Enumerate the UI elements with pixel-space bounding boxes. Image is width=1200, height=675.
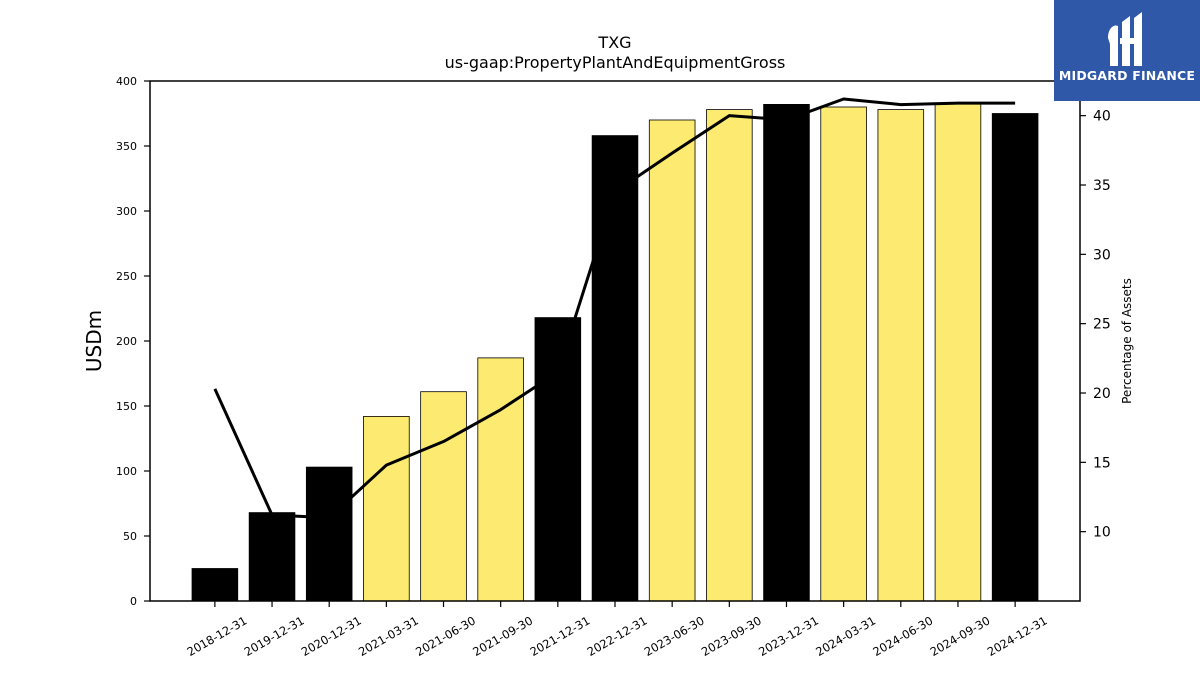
x-tick-label: 2021-12-31: [527, 613, 592, 659]
bar-2024-03-31: [820, 106, 867, 602]
x-tick-label: 2020-12-31: [299, 613, 364, 659]
x-tick-label: 2024-03-31: [813, 613, 878, 659]
y-tick-label: 100: [116, 465, 137, 478]
bar-2021-09-30: [477, 357, 524, 602]
y-tick-label: 200: [116, 335, 137, 348]
y-tick-label: 400: [116, 75, 137, 88]
bar-2024-09-30: [934, 102, 982, 602]
y-tick-label: 300: [116, 205, 137, 218]
line-series: [213, 97, 1016, 520]
x-tick-label: 2019-12-31: [242, 613, 307, 659]
bar-2024-12-31: [991, 113, 1039, 602]
chart-subtitle: us-gaap:PropertyPlantAndEquipmentGross: [445, 53, 786, 72]
bar-2021-03-31: [363, 415, 410, 602]
bar-2023-06-30: [648, 119, 696, 602]
bar-2023-09-30: [706, 109, 753, 602]
bar-2019-12-31: [248, 512, 296, 602]
midgard-finance-logo: MIDGARD FINANCE: [1054, 0, 1200, 101]
y2-tick-label: 15: [1093, 455, 1111, 471]
y-tick-label: 250: [116, 270, 137, 283]
x-tick-label: 2023-12-31: [756, 613, 821, 659]
y2-tick-label: 30: [1093, 247, 1111, 263]
y-axis-label: USDm: [82, 310, 106, 372]
y2-axis-label: Percentage of Assets: [1120, 278, 1134, 404]
x-tick-label: 2023-06-30: [642, 613, 707, 659]
bar-2022-12-31: [591, 135, 639, 602]
bar-2020-12-31: [305, 466, 353, 602]
x-tick-label: 2021-03-31: [356, 613, 421, 659]
x-tick-label: 2024-09-30: [928, 613, 993, 659]
y-tick-label: 0: [130, 595, 137, 608]
x-tick-label: 2023-09-30: [699, 613, 764, 659]
x-tick-label: 2021-06-30: [413, 613, 478, 659]
chart-title: TXG: [597, 33, 631, 52]
y-tick-label: 50: [123, 530, 137, 543]
y2-tick-label: 40: [1093, 109, 1111, 125]
bar-2021-12-31: [534, 317, 582, 602]
y2-tick-label: 10: [1093, 525, 1111, 541]
x-tick-label: 2022-12-31: [585, 613, 650, 659]
y2-tick-label: 25: [1093, 317, 1111, 333]
bar-2018-12-31: [191, 568, 239, 602]
x-tick-label: 2021-09-30: [470, 613, 535, 659]
x-tick-label: 2018-12-31: [184, 613, 249, 659]
logo-text: MIDGARD FINANCE: [1058, 68, 1196, 83]
logo-mark-icon: [1108, 12, 1142, 66]
bar-series: [191, 102, 1039, 602]
x-tick-label: 2024-06-30: [870, 613, 935, 659]
bar-2021-06-30: [420, 391, 467, 602]
x-tick-label: 2024-12-31: [985, 613, 1050, 659]
y2-tick-label: 20: [1093, 386, 1111, 402]
y2-tick-label: 35: [1093, 178, 1111, 194]
y-tick-label: 150: [116, 400, 137, 413]
bar-2024-06-30: [877, 109, 925, 602]
y-tick-label: 350: [116, 140, 137, 153]
bar-2023-12-31: [763, 104, 810, 602]
